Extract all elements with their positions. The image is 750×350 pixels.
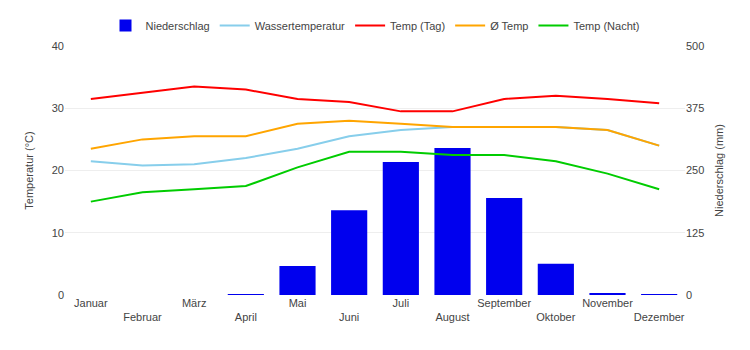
svg-text:250: 250 xyxy=(686,164,704,176)
svg-text:Temperatur (°C): Temperatur (°C) xyxy=(23,131,35,209)
svg-text:Januar: Januar xyxy=(74,297,108,309)
svg-text:September: September xyxy=(477,297,531,309)
svg-text:375: 375 xyxy=(686,102,704,114)
svg-text:Dezember: Dezember xyxy=(634,311,685,323)
svg-text:10: 10 xyxy=(52,227,64,239)
svg-text:Temp (Nacht): Temp (Nacht) xyxy=(573,20,639,32)
svg-text:500: 500 xyxy=(686,40,704,52)
svg-text:0: 0 xyxy=(58,289,64,301)
svg-text:30: 30 xyxy=(52,102,64,114)
svg-text:August: August xyxy=(435,311,469,323)
svg-text:März: März xyxy=(182,297,206,309)
svg-text:Niederschlag (mm): Niederschlag (mm) xyxy=(713,124,725,217)
svg-text:Niederschlag: Niederschlag xyxy=(146,20,210,32)
svg-text:Februar: Februar xyxy=(123,311,162,323)
svg-text:November: November xyxy=(582,297,633,309)
svg-text:Juli: Juli xyxy=(393,297,410,309)
svg-text:Wassertemperatur: Wassertemperatur xyxy=(255,20,345,32)
svg-text:Mai: Mai xyxy=(289,297,307,309)
svg-text:125: 125 xyxy=(686,227,704,239)
svg-text:Oktober: Oktober xyxy=(536,311,575,323)
svg-text:0: 0 xyxy=(686,289,692,301)
svg-text:40: 40 xyxy=(52,40,64,52)
svg-text:20: 20 xyxy=(52,164,64,176)
svg-text:Ø Temp: Ø Temp xyxy=(490,20,528,32)
svg-text:April: April xyxy=(235,311,257,323)
svg-text:Temp (Tag): Temp (Tag) xyxy=(390,20,445,32)
svg-text:Juni: Juni xyxy=(339,311,359,323)
